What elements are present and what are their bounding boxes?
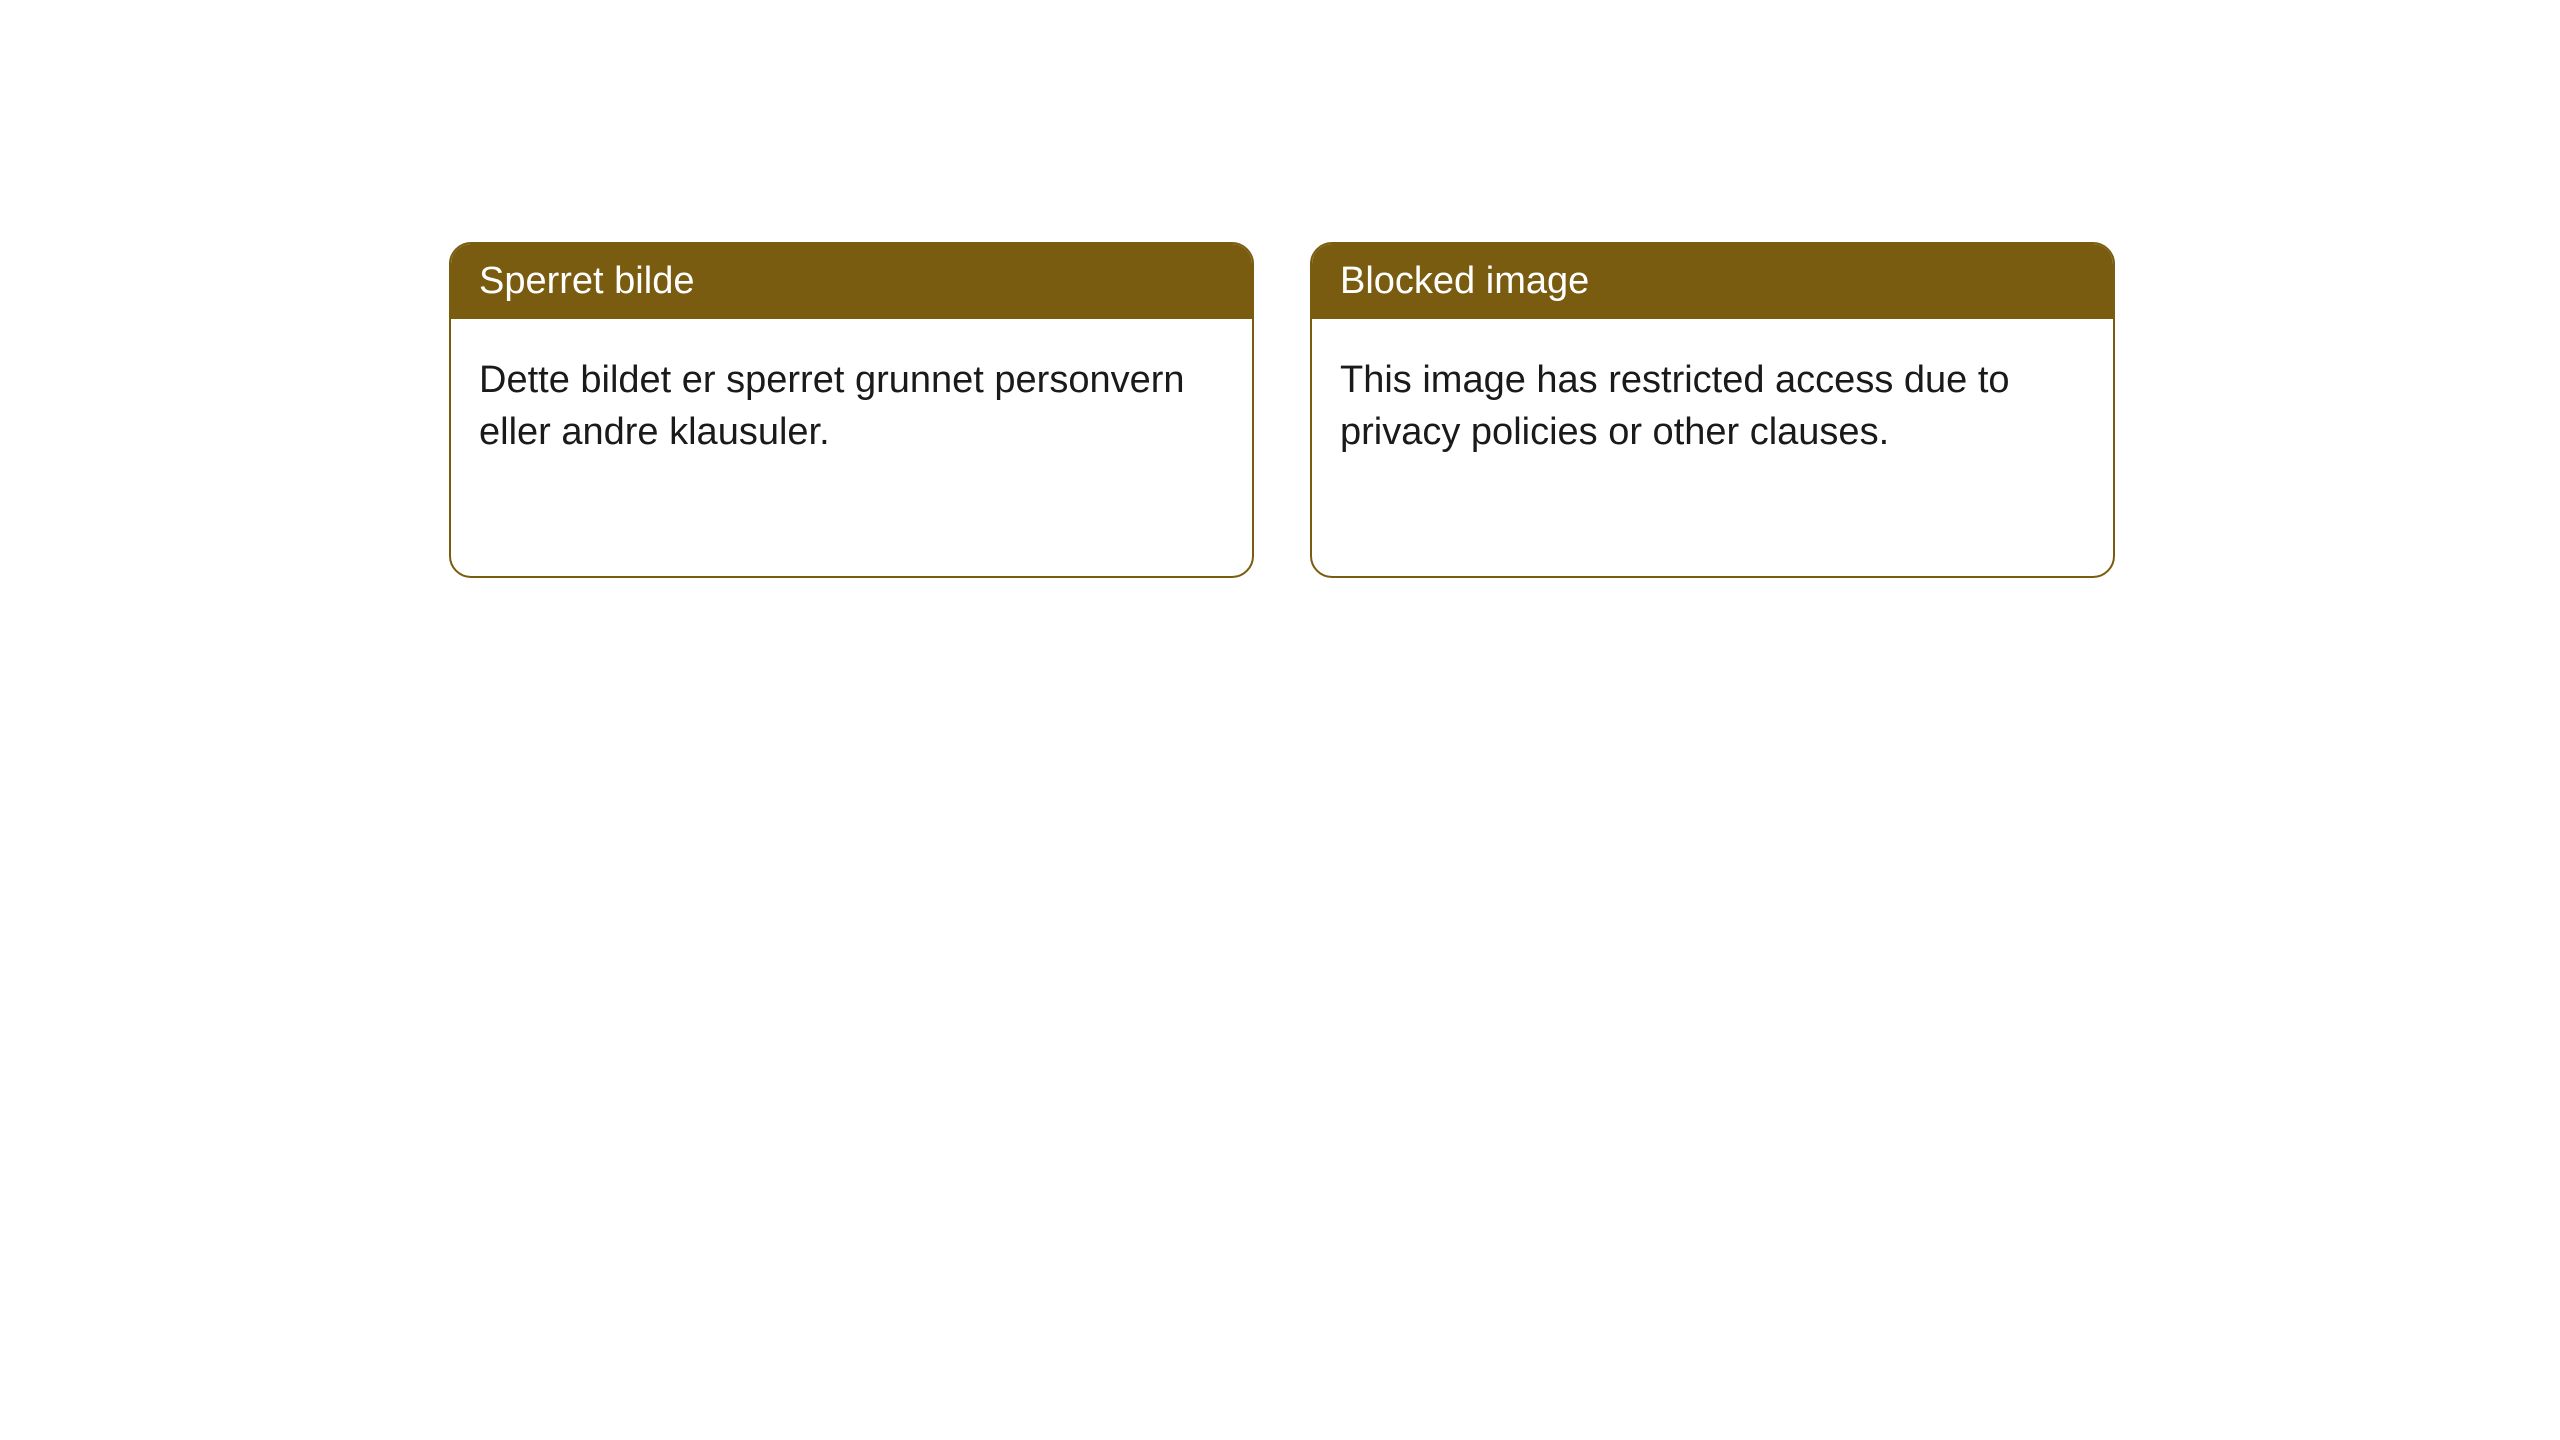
notice-container: Sperret bilde Dette bildet er sperret gr… — [0, 0, 2560, 578]
card-header-english: Blocked image — [1312, 244, 2113, 319]
card-body-norwegian: Dette bildet er sperret grunnet personve… — [451, 319, 1252, 494]
blocked-image-card-english: Blocked image This image has restricted … — [1310, 242, 2115, 578]
blocked-image-card-norwegian: Sperret bilde Dette bildet er sperret gr… — [449, 242, 1254, 578]
card-header-norwegian: Sperret bilde — [451, 244, 1252, 319]
card-body-english: This image has restricted access due to … — [1312, 319, 2113, 494]
